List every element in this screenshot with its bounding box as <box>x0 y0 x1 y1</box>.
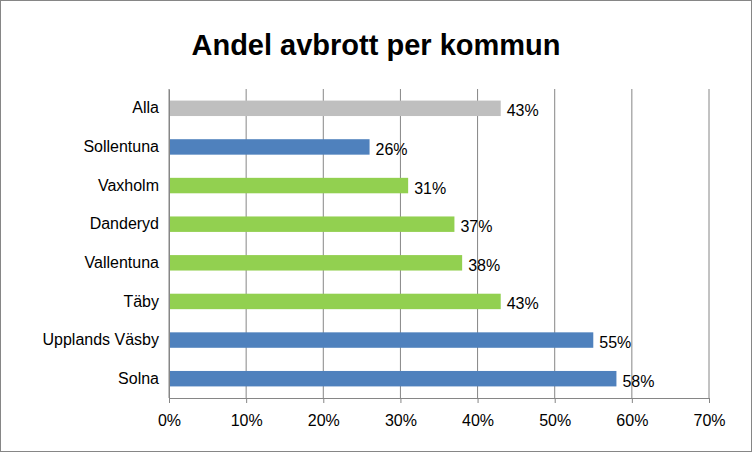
chart: Andel avbrott per kommun 0% 10% 20% 30% 40% 50… <box>0 0 752 452</box>
y-tick-label: Vallentuna <box>85 254 160 271</box>
y-tick: Vallentuna <box>85 254 169 271</box>
y-tick: Vaxholm <box>98 177 169 194</box>
y-tick-label: Täby <box>123 293 159 310</box>
y-tick: Täby <box>123 293 169 310</box>
bar <box>169 255 462 270</box>
bar <box>169 178 408 193</box>
x-tick: 30% <box>385 398 417 429</box>
y-tick-label: Danderyd <box>90 215 159 232</box>
y-tick-label: Solna <box>118 370 159 387</box>
x-tick-label: 50% <box>539 412 571 429</box>
grid-line <box>709 89 710 398</box>
data-label: 38% <box>468 257 500 274</box>
y-tick-label: Upplands Väsby <box>42 331 159 348</box>
x-tick-mark <box>169 398 170 403</box>
bar <box>169 101 501 116</box>
data-labels: 43% 26% 31% 37% 38% 43% 55% 58% <box>376 102 655 389</box>
bar <box>169 139 370 154</box>
y-tick: Upplands Väsby <box>42 331 169 348</box>
x-tick: 70% <box>693 398 725 429</box>
bar <box>169 332 593 347</box>
y-axis-line <box>169 90 170 399</box>
x-tick-mark <box>555 398 556 403</box>
y-tick: Sollentuna <box>83 138 169 155</box>
x-tick-label: 40% <box>462 412 494 429</box>
x-tick-label: 30% <box>385 412 417 429</box>
grid-line <box>554 89 555 398</box>
data-label: 31% <box>414 180 446 197</box>
x-tick-mark <box>632 398 633 403</box>
x-tick-label: 10% <box>231 412 263 429</box>
y-tick-label: Vaxholm <box>98 177 159 194</box>
chart-frame <box>1 1 752 452</box>
y-tick: Alla <box>132 99 169 116</box>
x-tick: 40% <box>462 398 494 429</box>
x-axis: 0% 10% 20% 30% 40% 50% 60% 70% <box>158 398 726 429</box>
x-tick-label: 60% <box>616 412 648 429</box>
data-label: 58% <box>622 373 654 390</box>
y-axis: Alla Sollentuna Vaxholm Danderyd Vallentuna T… <box>42 90 169 399</box>
y-tick-label: Alla <box>132 99 159 116</box>
x-tick-mark <box>246 398 247 403</box>
y-tick: Solna <box>118 370 169 387</box>
plot: 0% 10% 20% 30% 40% 50% 60% 70% Alla Sollentuna Vax… <box>42 89 725 429</box>
bar <box>169 216 454 231</box>
grid <box>169 89 709 398</box>
x-tick-mark <box>323 398 324 403</box>
grid-line <box>400 89 401 398</box>
data-label: 55% <box>599 334 631 351</box>
title: Andel avbrott per kommun <box>192 29 561 61</box>
grid-line <box>246 89 247 398</box>
bar <box>169 294 501 309</box>
y-tick: Danderyd <box>90 215 169 232</box>
x-tick-mark <box>400 398 401 403</box>
bars <box>169 101 616 387</box>
x-tick-label: 70% <box>693 412 725 429</box>
grid-line <box>169 89 170 398</box>
data-label: 26% <box>376 141 408 158</box>
data-label: 43% <box>507 295 539 312</box>
y-tick-label: Sollentuna <box>83 138 159 155</box>
data-label: 37% <box>460 218 492 235</box>
bar <box>169 371 616 386</box>
data-label: 43% <box>507 102 539 119</box>
x-tick: 0% <box>158 398 181 429</box>
x-tick: 50% <box>539 398 571 429</box>
x-tick-label: 0% <box>158 412 181 429</box>
x-tick: 10% <box>231 398 263 429</box>
x-tick-label: 20% <box>308 412 340 429</box>
x-tick-mark <box>709 398 710 403</box>
x-axis-line <box>170 399 710 404</box>
x-tick-mark <box>478 398 479 403</box>
grid-line <box>477 89 478 398</box>
grid-line <box>323 89 324 398</box>
x-tick: 60% <box>616 398 648 429</box>
grid-line <box>631 89 632 398</box>
x-tick: 20% <box>308 398 340 429</box>
